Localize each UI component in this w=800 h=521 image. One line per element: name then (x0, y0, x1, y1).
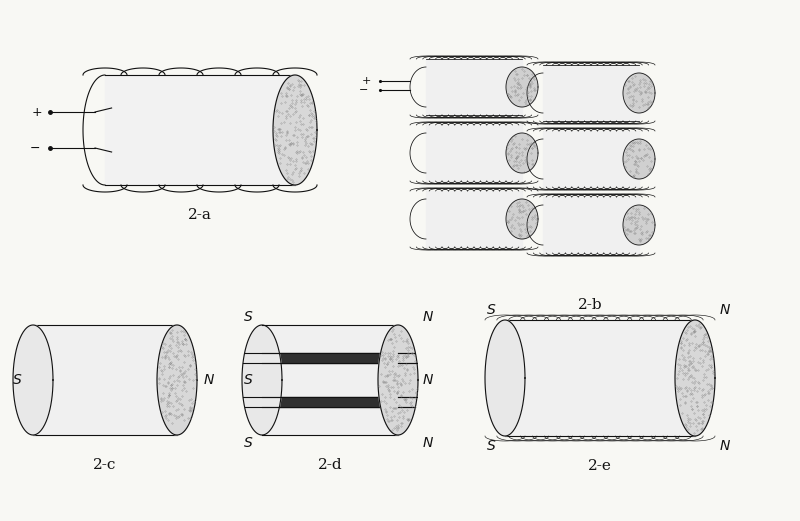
Text: N: N (423, 310, 433, 324)
Polygon shape (262, 325, 398, 435)
Text: 2-d: 2-d (318, 458, 342, 472)
Polygon shape (426, 125, 522, 181)
Polygon shape (13, 325, 53, 435)
Polygon shape (273, 75, 317, 185)
Polygon shape (505, 320, 695, 436)
Polygon shape (426, 59, 522, 115)
Text: +: + (32, 105, 42, 118)
Text: S: S (244, 436, 252, 450)
Text: −: − (359, 85, 369, 95)
Text: N: N (204, 373, 214, 387)
Polygon shape (105, 75, 295, 185)
Polygon shape (426, 191, 522, 247)
Text: 2-a: 2-a (188, 208, 212, 222)
Text: +: + (362, 76, 370, 86)
Text: S: S (13, 373, 22, 387)
Text: N: N (720, 439, 730, 453)
Polygon shape (506, 133, 538, 173)
Polygon shape (485, 320, 525, 436)
Polygon shape (623, 73, 655, 113)
Text: S: S (486, 303, 495, 317)
Polygon shape (506, 199, 538, 239)
Polygon shape (378, 325, 418, 435)
Polygon shape (623, 205, 655, 245)
Polygon shape (242, 325, 282, 435)
Text: 2-e: 2-e (588, 459, 612, 473)
Text: N: N (423, 373, 433, 387)
Polygon shape (675, 320, 715, 436)
Polygon shape (506, 67, 538, 107)
Polygon shape (543, 131, 639, 187)
Polygon shape (33, 325, 177, 435)
Polygon shape (262, 353, 398, 363)
Polygon shape (543, 197, 639, 253)
Text: S: S (244, 310, 252, 324)
Polygon shape (543, 65, 639, 121)
Text: 2-b: 2-b (578, 298, 602, 312)
Polygon shape (157, 325, 197, 435)
Text: 2-c: 2-c (94, 458, 117, 472)
Text: N: N (423, 436, 433, 450)
Text: S: S (244, 373, 252, 387)
Text: S: S (486, 439, 495, 453)
Text: −: − (30, 142, 40, 155)
Polygon shape (623, 139, 655, 179)
Text: N: N (720, 303, 730, 317)
Polygon shape (262, 397, 398, 407)
